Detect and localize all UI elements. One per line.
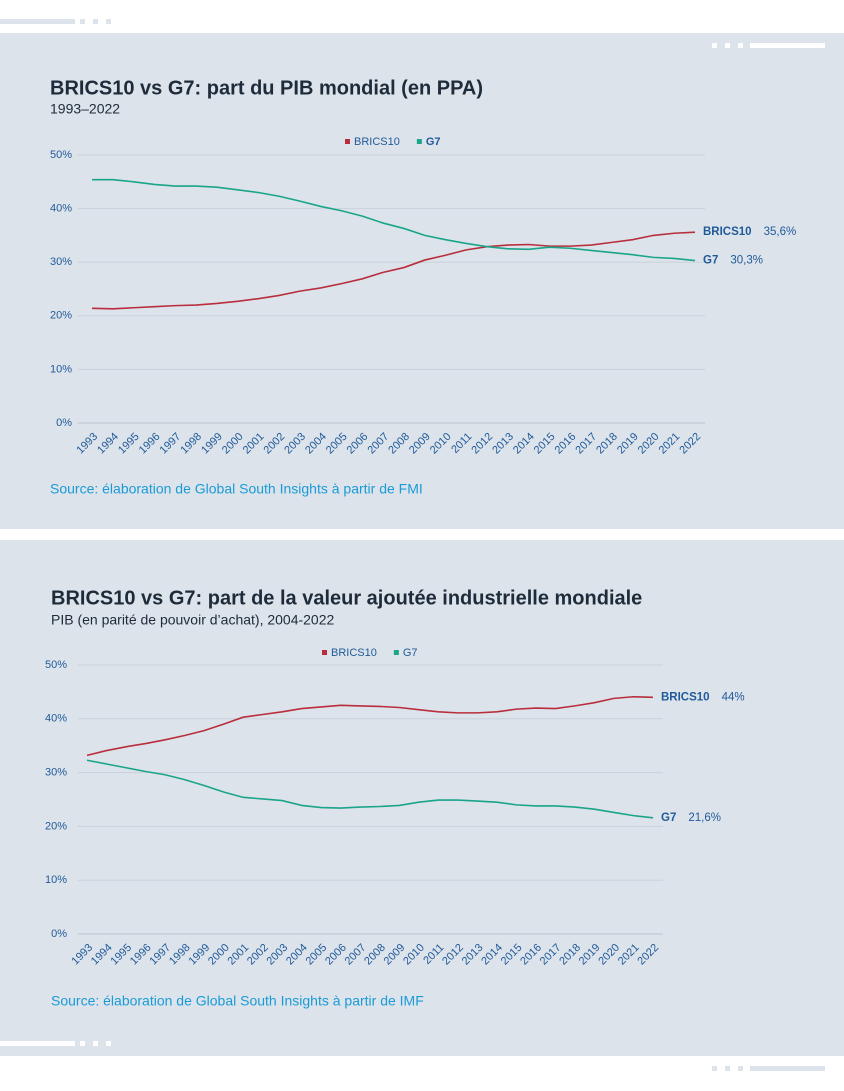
y-tick-label: 30% [50, 256, 72, 268]
decor [712, 43, 717, 48]
decor [80, 1041, 85, 1046]
data-label: 35,6% [764, 226, 797, 238]
chart-title: BRICS10 vs G7: part du PIB mondial (en P… [50, 77, 483, 99]
data-label: 30,3% [730, 255, 763, 267]
decor [40, 531, 785, 536]
y-tick-label: 20% [45, 820, 67, 832]
end-label-name: G7 [703, 255, 718, 267]
y-tick-label: 30% [45, 767, 67, 779]
decor [750, 1066, 825, 1071]
legend-swatch [393, 650, 399, 655]
y-tick-label: 40% [50, 203, 72, 215]
y-tick-label: 50% [50, 149, 72, 161]
legend-label: G7 [426, 136, 441, 148]
series-line [91, 231, 696, 310]
panel [0, 540, 844, 1056]
source: Source: élaboration de Global South Insi… [51, 993, 424, 1009]
decor [106, 1041, 111, 1046]
source: Source: élaboration de Global South Insi… [50, 481, 423, 497]
decor [738, 1066, 743, 1071]
legend-label: G7 [403, 647, 418, 659]
series-line [86, 759, 654, 819]
legend-swatch [416, 139, 422, 144]
y-tick-label: 50% [45, 659, 67, 671]
y-tick-label: 10% [50, 363, 72, 375]
end-label-name: BRICS10 [661, 691, 710, 703]
legend-swatch [322, 650, 327, 655]
decor [725, 1066, 730, 1071]
decor [738, 43, 743, 48]
series-line [86, 695, 654, 757]
legend-label: BRICS10 [354, 136, 400, 148]
legend-label: BRICS10 [331, 647, 377, 659]
legend-swatch [345, 139, 350, 144]
decor [93, 19, 98, 24]
decor [106, 19, 111, 24]
y-tick-label: 0% [51, 928, 67, 940]
decor [0, 19, 75, 24]
chart-subtitle: PIB (en parité de pouvoir d’achat), 2004… [51, 612, 335, 628]
data-label: 21,6% [688, 812, 721, 824]
end-label-name: G7 [661, 812, 676, 824]
chart-title: BRICS10 vs G7: part de la valeur ajoutée… [51, 587, 642, 609]
decor [750, 43, 825, 48]
y-tick-label: 40% [45, 713, 67, 725]
decor [93, 1041, 98, 1046]
end-label-name: BRICS10 [703, 226, 752, 238]
y-tick-label: 0% [56, 417, 72, 429]
y-tick-label: 20% [50, 310, 72, 322]
decor [712, 1066, 717, 1071]
panel [0, 33, 844, 529]
series-line [92, 178, 696, 262]
data-label: 44% [722, 691, 745, 703]
decor [0, 1041, 75, 1046]
decor [80, 19, 85, 24]
chart-subtitle: 1993–2022 [50, 101, 120, 117]
y-tick-label: 10% [45, 874, 67, 886]
decor [725, 43, 730, 48]
